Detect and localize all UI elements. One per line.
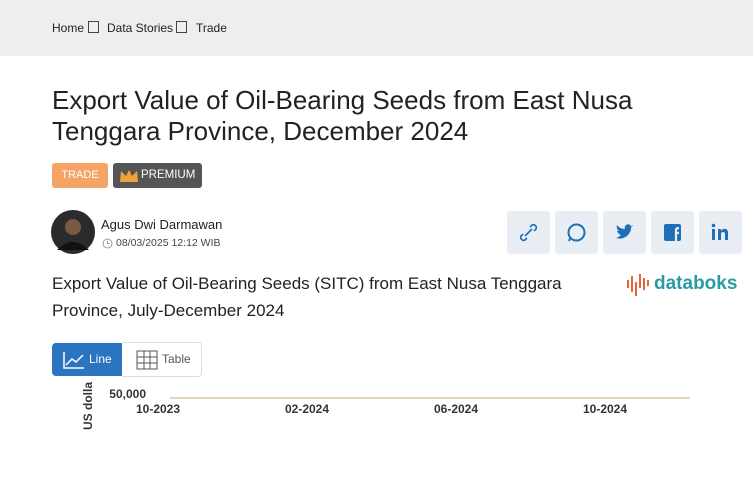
breadcrumb[interactable]: Trade xyxy=(196,21,227,35)
top-bar xyxy=(0,0,753,56)
x-tick-label: 06-2024 xyxy=(434,402,478,416)
copy-link-button[interactable] xyxy=(507,211,550,254)
publish-date: 08/03/2025 12:12 WIB xyxy=(116,237,221,249)
crown-icon xyxy=(120,170,138,182)
clock-icon xyxy=(102,238,113,249)
table-tab[interactable]: Table xyxy=(122,342,202,377)
breadcrumb[interactable]: Data Stories xyxy=(107,21,174,35)
brand-icon xyxy=(627,274,649,296)
article-title: Export Value of Oil-Bearing Seeds from E… xyxy=(52,85,633,146)
avatar xyxy=(51,210,95,254)
x-tick-label: 10-2024 xyxy=(583,402,627,416)
linkedin-button[interactable] xyxy=(699,211,742,254)
chart-title: Export Value of Oil-Bearing Seeds (SITC)… xyxy=(52,274,562,320)
twitter-button[interactable] xyxy=(603,211,646,254)
line-tab[interactable]: Line xyxy=(52,343,122,376)
tab-label: Line xyxy=(89,352,112,366)
breadcrumb-separator xyxy=(88,21,99,33)
tab-label: Table xyxy=(162,352,191,366)
brand-logo[interactable]: databoks xyxy=(654,273,738,294)
author-name[interactable]: Agus Dwi Darmawan xyxy=(101,217,223,232)
tag[interactable]: TRADE xyxy=(52,163,108,188)
y-axis-label: US dolla xyxy=(81,382,95,430)
tag-text: PREMIUM xyxy=(141,169,196,181)
x-tick-label: 10-2023 xyxy=(136,402,180,416)
breadcrumb[interactable]: Home xyxy=(52,21,85,35)
x-tick-label: 02-2024 xyxy=(285,402,329,416)
facebook-button[interactable] xyxy=(651,211,694,254)
y-tick-label: 50,000 xyxy=(109,387,146,401)
breadcrumb-separator xyxy=(176,21,187,33)
tag[interactable]: PREMIUM xyxy=(113,163,202,188)
whatsapp-button[interactable] xyxy=(555,211,598,254)
